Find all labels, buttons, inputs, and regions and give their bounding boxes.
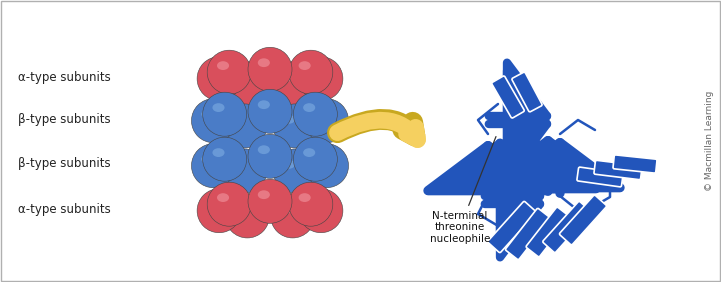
FancyBboxPatch shape [559,195,606,245]
Ellipse shape [314,155,327,164]
Ellipse shape [207,68,219,76]
Ellipse shape [293,92,337,136]
Ellipse shape [258,190,270,199]
Ellipse shape [298,193,311,202]
FancyBboxPatch shape [492,76,524,118]
Text: β-type subunits: β-type subunits [18,158,110,171]
Ellipse shape [289,182,333,226]
Text: N-terminal
threonine
nucleophile: N-terminal threonine nucleophile [430,136,496,244]
Ellipse shape [223,104,267,148]
Ellipse shape [283,115,295,124]
Ellipse shape [207,182,251,226]
FancyBboxPatch shape [577,167,623,187]
Ellipse shape [207,200,219,208]
FancyBboxPatch shape [526,207,570,257]
Ellipse shape [197,57,241,101]
Ellipse shape [299,189,343,233]
Ellipse shape [270,194,314,238]
Ellipse shape [226,62,270,106]
Ellipse shape [192,99,236,143]
Ellipse shape [303,148,315,157]
Ellipse shape [258,100,270,109]
Ellipse shape [233,160,244,169]
Text: © Macmillan Learning: © Macmillan Learning [706,91,715,191]
FancyBboxPatch shape [505,208,551,260]
Text: β-type subunits: β-type subunits [18,113,110,125]
Ellipse shape [235,73,247,82]
Ellipse shape [273,104,317,148]
FancyBboxPatch shape [512,72,542,112]
Ellipse shape [309,200,321,208]
FancyBboxPatch shape [488,201,536,253]
Ellipse shape [289,50,333,94]
Ellipse shape [298,61,311,70]
Ellipse shape [273,149,317,193]
Ellipse shape [270,62,314,106]
Ellipse shape [280,205,293,214]
Text: α-type subunits: α-type subunits [18,70,111,83]
Ellipse shape [314,110,327,118]
Ellipse shape [248,89,292,133]
Ellipse shape [248,134,292,178]
Ellipse shape [304,99,348,143]
Ellipse shape [303,103,315,112]
FancyBboxPatch shape [613,155,657,173]
Ellipse shape [304,144,348,188]
Ellipse shape [258,145,270,154]
Ellipse shape [203,137,247,181]
Ellipse shape [192,144,236,188]
Ellipse shape [203,92,247,136]
Ellipse shape [217,193,229,202]
Ellipse shape [217,61,229,70]
Ellipse shape [248,179,292,223]
Ellipse shape [223,149,267,193]
Ellipse shape [280,73,293,82]
Ellipse shape [235,205,247,214]
Ellipse shape [293,137,337,181]
Ellipse shape [201,110,213,118]
Ellipse shape [226,194,270,238]
FancyBboxPatch shape [594,160,642,180]
Ellipse shape [299,57,343,101]
Text: α-type subunits: α-type subunits [18,202,111,215]
Ellipse shape [197,189,241,233]
Ellipse shape [233,115,244,124]
Ellipse shape [213,148,224,157]
Ellipse shape [258,58,270,67]
Ellipse shape [207,50,251,94]
FancyBboxPatch shape [543,201,591,253]
Ellipse shape [248,47,292,91]
Ellipse shape [309,68,321,76]
Ellipse shape [283,160,295,169]
Ellipse shape [201,155,213,164]
Ellipse shape [213,103,224,112]
